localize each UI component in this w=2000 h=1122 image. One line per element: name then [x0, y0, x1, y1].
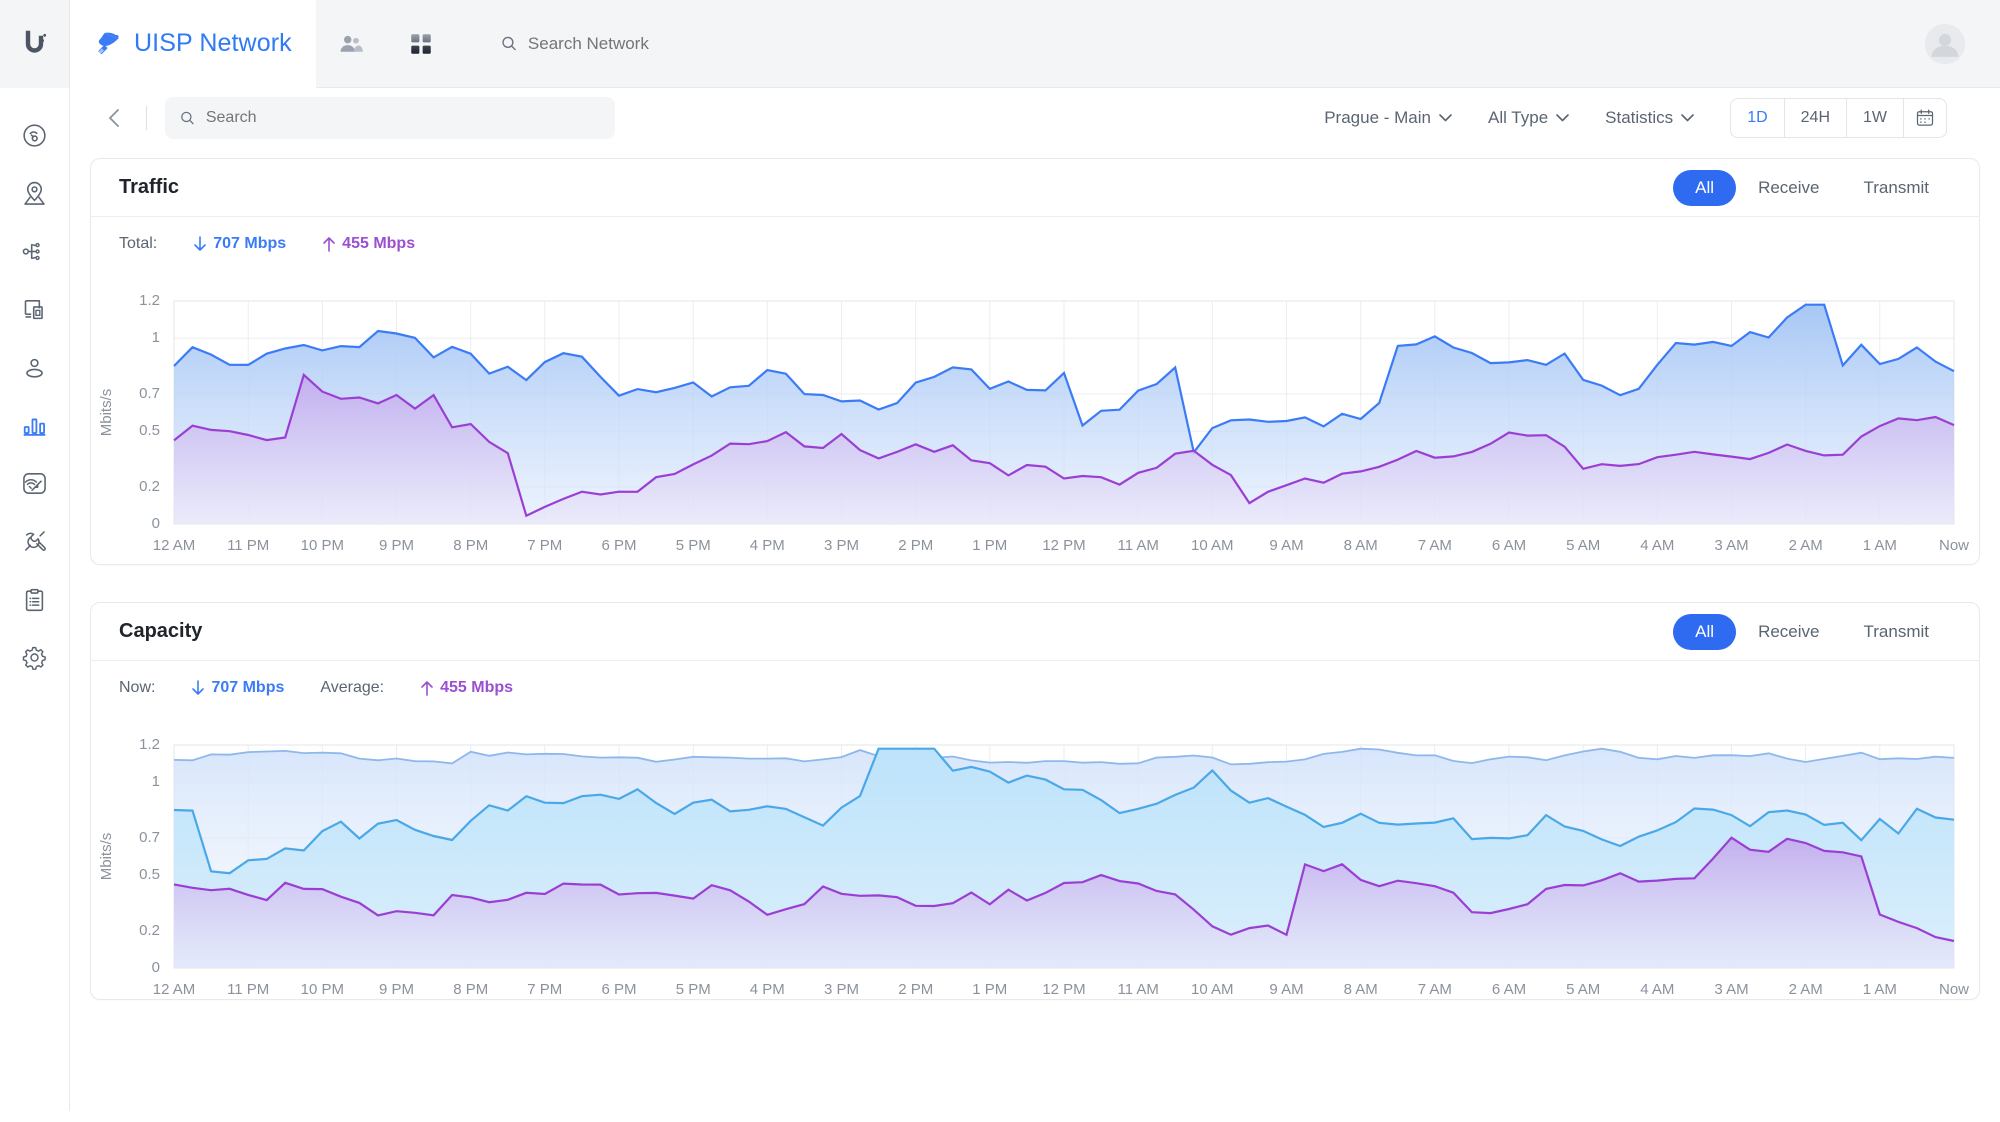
svg-text:2 AM: 2 AM	[1789, 981, 1823, 998]
svg-text:2 PM: 2 PM	[898, 537, 933, 554]
svg-text:6 AM: 6 AM	[1492, 537, 1526, 554]
svg-text:4 AM: 4 AM	[1640, 981, 1674, 998]
svg-text:10 PM: 10 PM	[301, 981, 344, 998]
svg-text:1: 1	[152, 329, 160, 346]
svg-text:Mbits/s: Mbits/s	[98, 833, 115, 881]
svg-text:6 AM: 6 AM	[1492, 981, 1526, 998]
svg-text:1.2: 1.2	[139, 292, 160, 309]
svg-text:8 PM: 8 PM	[453, 981, 488, 998]
svg-text:7 AM: 7 AM	[1418, 981, 1452, 998]
svg-text:9 AM: 9 AM	[1269, 537, 1303, 554]
svg-text:6 PM: 6 PM	[601, 537, 636, 554]
svg-text:12 PM: 12 PM	[1042, 537, 1085, 554]
svg-text:9 PM: 9 PM	[379, 537, 414, 554]
svg-text:3 PM: 3 PM	[824, 537, 859, 554]
svg-text:6 PM: 6 PM	[601, 981, 636, 998]
svg-text:5 PM: 5 PM	[676, 537, 711, 554]
svg-text:9 AM: 9 AM	[1269, 981, 1303, 998]
svg-text:2 PM: 2 PM	[898, 981, 933, 998]
svg-text:8 AM: 8 AM	[1344, 981, 1378, 998]
svg-text:0.2: 0.2	[139, 922, 160, 939]
svg-text:7 PM: 7 PM	[527, 981, 562, 998]
svg-text:1 AM: 1 AM	[1863, 981, 1897, 998]
svg-text:4 PM: 4 PM	[750, 537, 785, 554]
svg-text:0.7: 0.7	[139, 829, 160, 846]
svg-text:7 AM: 7 AM	[1418, 537, 1452, 554]
svg-text:11 AM: 11 AM	[1117, 981, 1158, 998]
svg-text:Mbits/s: Mbits/s	[98, 389, 115, 437]
svg-text:1 PM: 1 PM	[972, 981, 1007, 998]
svg-text:0.5: 0.5	[139, 422, 160, 439]
svg-text:4 AM: 4 AM	[1640, 537, 1674, 554]
svg-text:Now: Now	[1939, 537, 1969, 554]
svg-text:5 PM: 5 PM	[676, 981, 711, 998]
svg-text:8 PM: 8 PM	[453, 537, 488, 554]
svg-text:0.7: 0.7	[139, 385, 160, 402]
svg-text:11 AM: 11 AM	[1117, 537, 1158, 554]
svg-text:0.2: 0.2	[139, 478, 160, 495]
svg-text:10 PM: 10 PM	[301, 537, 344, 554]
svg-text:1 AM: 1 AM	[1863, 537, 1897, 554]
svg-text:10 AM: 10 AM	[1191, 537, 1234, 554]
svg-text:12 PM: 12 PM	[1042, 981, 1085, 998]
svg-text:2 AM: 2 AM	[1789, 537, 1823, 554]
svg-text:10 AM: 10 AM	[1191, 981, 1234, 998]
svg-text:8 AM: 8 AM	[1344, 537, 1378, 554]
svg-text:12 AM: 12 AM	[153, 537, 196, 554]
svg-text:5 AM: 5 AM	[1566, 981, 1600, 998]
svg-text:1: 1	[152, 773, 160, 790]
svg-text:1.2: 1.2	[139, 736, 160, 753]
svg-text:4 PM: 4 PM	[750, 981, 785, 998]
svg-text:Now: Now	[1939, 981, 1969, 998]
svg-text:3 AM: 3 AM	[1714, 537, 1748, 554]
svg-text:7 PM: 7 PM	[527, 537, 562, 554]
svg-text:3 PM: 3 PM	[824, 981, 859, 998]
svg-text:0.5: 0.5	[139, 866, 160, 883]
svg-text:0: 0	[152, 959, 160, 976]
svg-text:9 PM: 9 PM	[379, 981, 414, 998]
svg-text:11 PM: 11 PM	[227, 981, 269, 998]
svg-text:11 PM: 11 PM	[227, 537, 269, 554]
svg-text:3 AM: 3 AM	[1714, 981, 1748, 998]
svg-text:1 PM: 1 PM	[972, 537, 1007, 554]
svg-text:0: 0	[152, 515, 160, 532]
svg-text:12 AM: 12 AM	[153, 981, 196, 998]
svg-text:5 AM: 5 AM	[1566, 537, 1600, 554]
